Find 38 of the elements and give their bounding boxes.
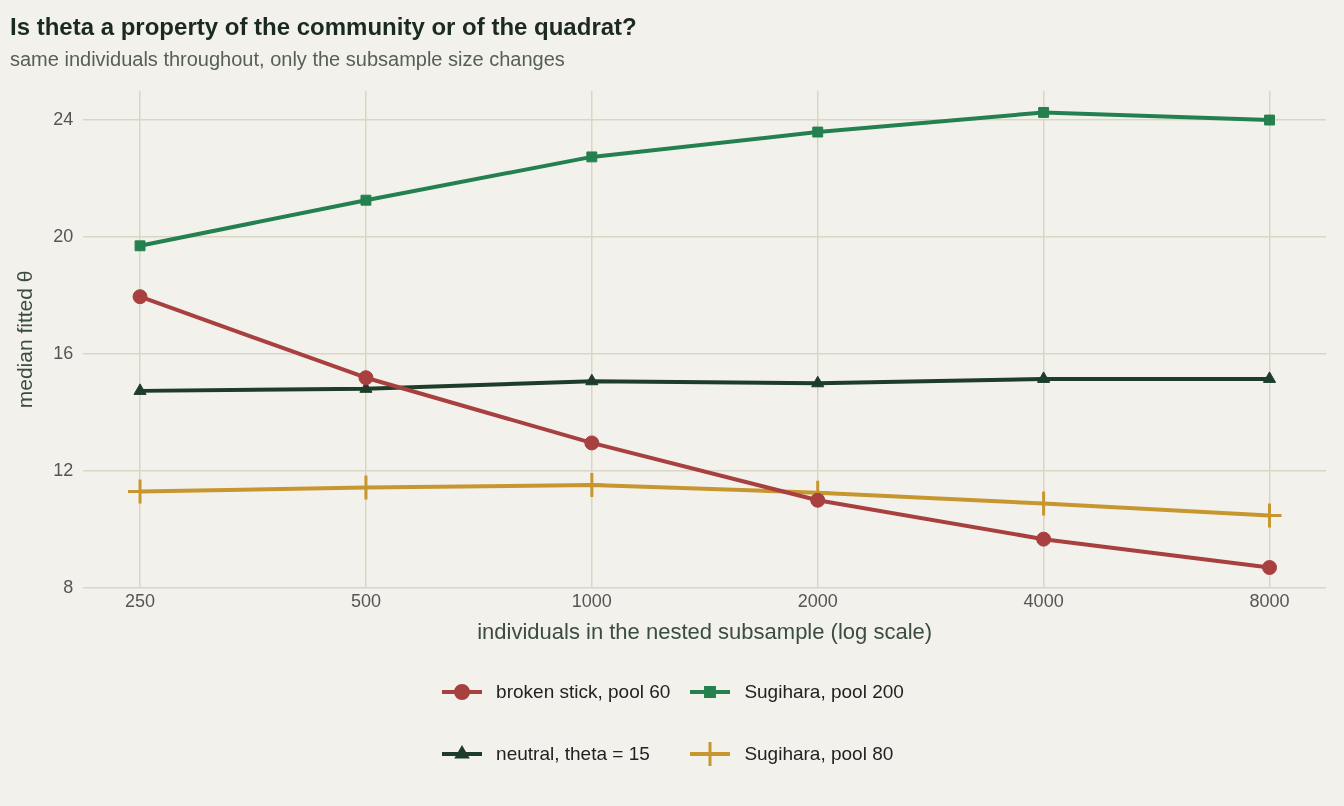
point bbox=[358, 370, 374, 386]
x-tick-label: 4000 bbox=[1023, 590, 1064, 611]
x-tick-label: 2000 bbox=[797, 590, 838, 611]
legend-label: broken stick, pool 60 bbox=[496, 681, 671, 703]
y-tick-label: 16 bbox=[53, 342, 74, 363]
point bbox=[1262, 371, 1277, 383]
x-tick-label: 250 bbox=[125, 590, 156, 611]
y-axis-title: median fitted θ bbox=[13, 270, 37, 409]
point bbox=[812, 126, 824, 138]
y-tick-label: 8 bbox=[63, 576, 74, 597]
y-tick-label: 12 bbox=[53, 459, 74, 480]
point bbox=[585, 373, 599, 386]
legend-label: Sugihara, pool 80 bbox=[744, 743, 894, 765]
point bbox=[133, 383, 147, 395]
point bbox=[810, 492, 826, 508]
point bbox=[134, 240, 146, 252]
point bbox=[360, 194, 372, 206]
point bbox=[1037, 371, 1051, 383]
point bbox=[811, 375, 825, 388]
y-tick-label: 24 bbox=[53, 109, 74, 130]
point bbox=[1036, 531, 1052, 547]
point bbox=[579, 473, 604, 498]
point bbox=[1257, 503, 1282, 528]
point bbox=[586, 151, 598, 163]
legend-label: Sugihara, pool 200 bbox=[744, 681, 904, 703]
y-tick-label: 20 bbox=[53, 226, 74, 246]
legend-label: neutral, theta = 15 bbox=[496, 743, 650, 765]
x-tick-label: 500 bbox=[350, 590, 381, 611]
x-axis-title: individuals in the nested subsample (log scale) bbox=[477, 618, 933, 644]
x-tick-label: 8000 bbox=[1249, 590, 1290, 611]
chart-subtitle: same individuals throughout, only the subsample size changes bbox=[10, 48, 565, 71]
x-tick-label: 1000 bbox=[571, 590, 612, 611]
point bbox=[1262, 560, 1278, 576]
point bbox=[1038, 106, 1050, 118]
point bbox=[132, 289, 148, 305]
point bbox=[1264, 114, 1275, 126]
chart-title: Is theta a property of the community or of the quadrat? bbox=[10, 13, 637, 41]
point bbox=[584, 435, 600, 451]
